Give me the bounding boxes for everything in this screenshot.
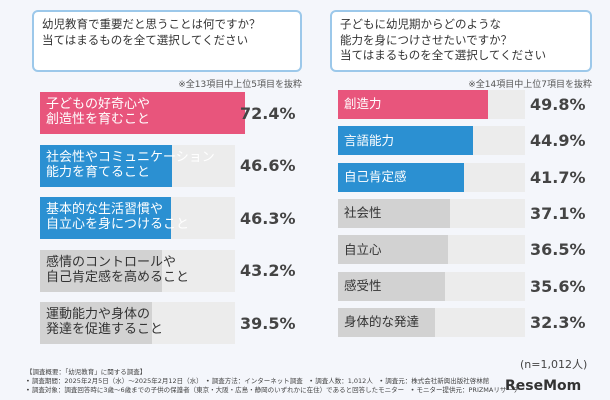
value-label: 44.9% — [530, 131, 586, 151]
bar-label: 言語能力 — [344, 132, 395, 148]
bar-label: 社会性 — [344, 205, 382, 221]
footer-line: • 調査対象：調査回答時に3歳〜6歳までの子供の保護者（東京・大阪・広島・静岡の… — [26, 386, 520, 394]
bar — [338, 235, 448, 265]
chart-note: ※全14項目中上位7項目を抜粋 — [468, 80, 592, 90]
bar — [338, 126, 474, 156]
value-label: 41.7% — [530, 167, 586, 187]
bar-label: 創造力 — [344, 96, 382, 112]
bar — [40, 302, 152, 344]
bar-label: 感情のコントロールや 自己肯定感を高めること — [46, 254, 190, 285]
value-label: 36.5% — [530, 240, 586, 260]
logo: ReseMom — [505, 378, 582, 394]
chart-title: 子どもに幼児期からどのような 能力を身につけさせたいですか？ 当てはまるものを全… — [330, 10, 592, 72]
bar — [338, 271, 446, 301]
value-label: 43.2% — [240, 261, 296, 280]
value-label: 35.6% — [530, 276, 586, 296]
value-label: 32.3% — [530, 312, 586, 332]
value-label: 49.8% — [530, 95, 586, 114]
chart-title: 幼児教育で重要だと思うことは何ですか？ 当てはまるものを全て選択してください — [32, 10, 302, 72]
bar — [40, 92, 245, 134]
bar — [338, 198, 450, 228]
value-label: 46.3% — [240, 208, 296, 228]
bar-label: 感受性 — [344, 277, 382, 293]
footer-line: 【調査概要：「幼児教育」に関する調査】 — [26, 368, 147, 376]
footer-line: • 調査期間：2025年2月5日（水）〜2025年2月12日（水） • 調査方法… — [26, 377, 490, 385]
bar — [40, 249, 163, 292]
value-label: 39.5% — [240, 313, 296, 333]
bar-label: 運動能力や身体の 発達を促進すること — [46, 307, 164, 337]
value-label: 37.1% — [530, 203, 586, 223]
value-label: 72.4% — [240, 103, 296, 123]
bar — [338, 307, 436, 337]
chart-note: ※全13項目中上位5項目を抜粋 — [178, 80, 302, 90]
bar — [40, 144, 172, 187]
bar — [338, 162, 464, 192]
bar-label: 基本的な生活習慣や 自立心を身につけること — [46, 202, 190, 232]
bar — [40, 197, 172, 239]
sample-note: (n=1,012人) — [520, 358, 588, 371]
bar-label: 自己肯定感 — [344, 168, 407, 184]
bar-label: 社会性やコミュニケーション 能力を育てること — [46, 149, 215, 180]
value-label: 46.6% — [240, 156, 296, 175]
bar-label: 自立心 — [344, 241, 382, 257]
bar-label: 子どもの好奇心や 創造性を育むこと — [46, 97, 151, 127]
bar-label: 身体的な発達 — [344, 314, 420, 330]
bar — [338, 90, 488, 119]
